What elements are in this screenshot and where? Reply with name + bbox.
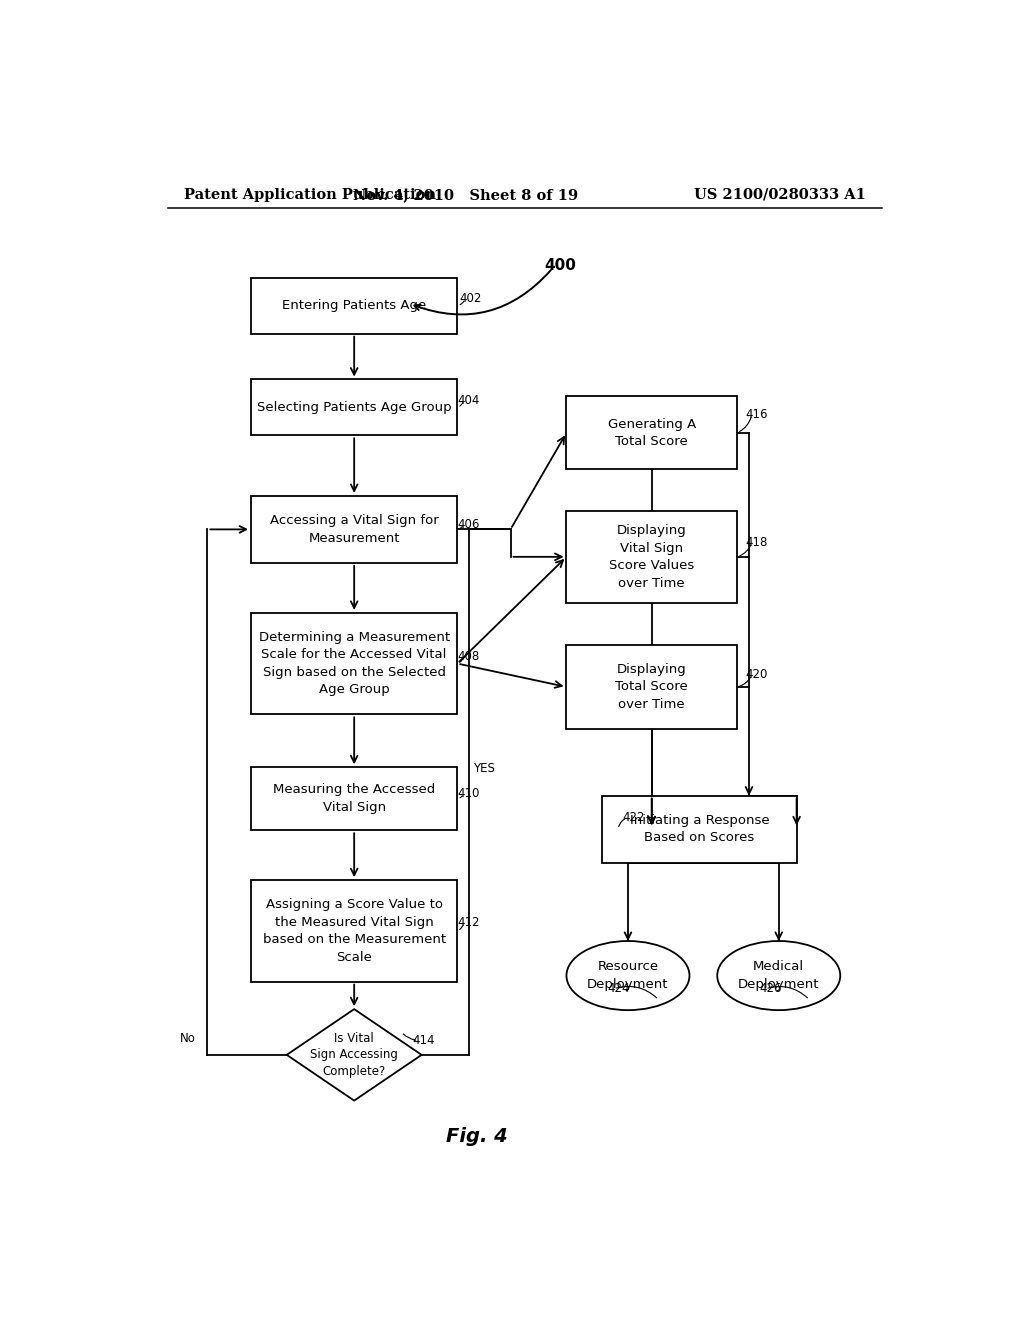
Text: 408: 408 [458,649,479,663]
Text: 426: 426 [759,982,781,995]
FancyBboxPatch shape [251,880,458,982]
Text: US 2100/0280333 A1: US 2100/0280333 A1 [694,187,866,202]
Text: Selecting Patients Age Group: Selecting Patients Age Group [257,401,452,414]
Text: Generating A
Total Score: Generating A Total Score [607,417,696,447]
FancyBboxPatch shape [251,277,458,334]
Text: 410: 410 [458,787,479,800]
Text: Resource
Deployment: Resource Deployment [587,961,669,991]
FancyBboxPatch shape [251,496,458,562]
Text: Is Vital
Sign Accessing
Complete?: Is Vital Sign Accessing Complete? [310,1032,398,1078]
Text: 418: 418 [745,536,768,549]
FancyBboxPatch shape [251,379,458,436]
Text: Initiating a Response
Based on Scores: Initiating a Response Based on Scores [630,814,769,845]
Text: 414: 414 [412,1034,434,1047]
Text: 406: 406 [458,517,479,531]
Ellipse shape [566,941,689,1010]
FancyBboxPatch shape [251,612,458,714]
Text: Entering Patients Age: Entering Patients Age [282,300,426,313]
FancyBboxPatch shape [251,767,458,830]
Text: Medical
Deployment: Medical Deployment [738,961,819,991]
Text: 412: 412 [458,916,480,929]
Ellipse shape [717,941,841,1010]
Text: Measuring the Accessed
Vital Sign: Measuring the Accessed Vital Sign [273,784,435,814]
Text: 420: 420 [745,668,768,681]
Text: 402: 402 [459,292,481,305]
Text: 404: 404 [458,393,479,407]
Text: Patent Application Publication: Patent Application Publication [183,187,435,202]
Text: 416: 416 [745,408,768,421]
FancyBboxPatch shape [566,396,737,470]
Text: 422: 422 [623,810,645,824]
Text: No: No [179,1032,196,1044]
FancyBboxPatch shape [602,796,797,863]
Text: Fig. 4: Fig. 4 [446,1127,508,1146]
Text: Determining a Measurement
Scale for the Accessed Vital
Sign based on the Selecte: Determining a Measurement Scale for the … [259,631,450,697]
Text: 424: 424 [607,982,630,995]
FancyBboxPatch shape [566,511,737,602]
Text: Nov. 4, 2010   Sheet 8 of 19: Nov. 4, 2010 Sheet 8 of 19 [352,187,578,202]
Text: Assigning a Score Value to
the Measured Vital Sign
based on the Measurement
Scal: Assigning a Score Value to the Measured … [262,898,445,964]
Text: Accessing a Vital Sign for
Measurement: Accessing a Vital Sign for Measurement [269,513,438,545]
Text: YES: YES [473,762,495,775]
Polygon shape [287,1008,422,1101]
Text: 400: 400 [545,257,577,273]
Text: Displaying
Total Score
over Time: Displaying Total Score over Time [615,663,688,711]
FancyBboxPatch shape [566,645,737,729]
Text: Displaying
Vital Sign
Score Values
over Time: Displaying Vital Sign Score Values over … [609,524,694,590]
